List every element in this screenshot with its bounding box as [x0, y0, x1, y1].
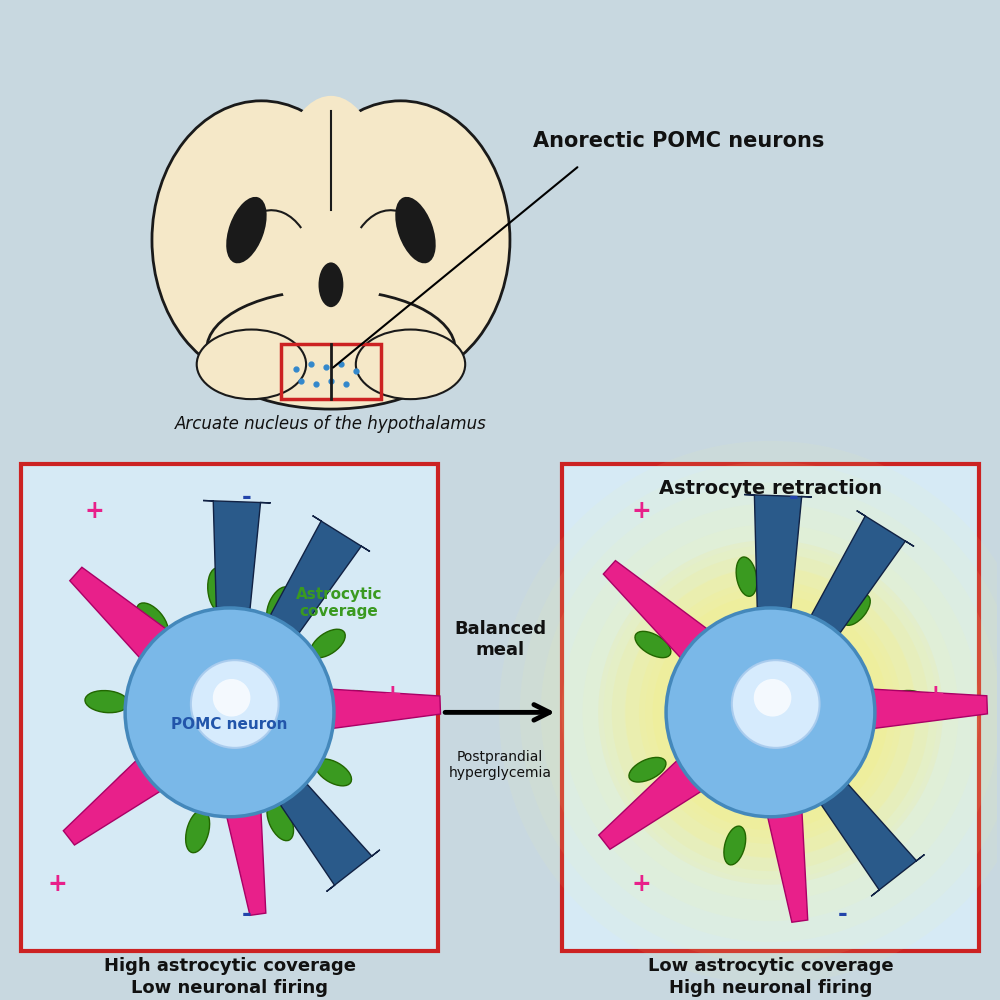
- Ellipse shape: [85, 691, 129, 713]
- Ellipse shape: [629, 757, 666, 782]
- Ellipse shape: [226, 197, 267, 263]
- Ellipse shape: [271, 96, 391, 344]
- Text: -: -: [788, 485, 798, 509]
- Text: -: -: [242, 902, 251, 926]
- Circle shape: [520, 462, 1000, 963]
- Circle shape: [652, 594, 888, 830]
- Polygon shape: [271, 516, 370, 633]
- Text: Arcuate nucleus of the hypothalamus: Arcuate nucleus of the hypothalamus: [175, 415, 487, 433]
- Ellipse shape: [724, 826, 746, 865]
- Ellipse shape: [886, 690, 926, 711]
- Text: +: +: [48, 872, 67, 896]
- Polygon shape: [765, 801, 808, 922]
- Circle shape: [499, 441, 1000, 984]
- Text: +: +: [631, 499, 651, 523]
- Circle shape: [603, 545, 938, 879]
- Circle shape: [732, 660, 820, 748]
- Text: High astrocytic coverage: High astrocytic coverage: [104, 957, 356, 975]
- Circle shape: [625, 567, 916, 858]
- Circle shape: [583, 524, 958, 900]
- Ellipse shape: [152, 101, 371, 379]
- Circle shape: [612, 554, 929, 871]
- Ellipse shape: [330, 691, 374, 713]
- Circle shape: [598, 540, 943, 885]
- Polygon shape: [321, 688, 441, 730]
- Ellipse shape: [197, 330, 306, 399]
- Circle shape: [125, 608, 334, 817]
- Ellipse shape: [137, 603, 168, 638]
- Text: Anorectic POMC neurons: Anorectic POMC neurons: [533, 131, 825, 151]
- Polygon shape: [821, 784, 924, 896]
- Ellipse shape: [208, 568, 230, 611]
- Polygon shape: [862, 688, 987, 730]
- Text: Low neuronal firing: Low neuronal firing: [131, 979, 328, 997]
- Text: Astrocytic
coverage: Astrocytic coverage: [296, 587, 382, 619]
- Text: -: -: [838, 902, 848, 926]
- Ellipse shape: [843, 799, 870, 830]
- Text: +: +: [631, 872, 651, 896]
- Ellipse shape: [356, 330, 465, 399]
- Polygon shape: [224, 801, 266, 915]
- Circle shape: [639, 581, 902, 844]
- Text: Low astrocytic coverage: Low astrocytic coverage: [648, 957, 893, 975]
- Text: +: +: [383, 683, 402, 707]
- Text: High neuronal firing: High neuronal firing: [669, 979, 872, 997]
- Ellipse shape: [316, 759, 352, 786]
- Polygon shape: [744, 495, 812, 609]
- Polygon shape: [280, 784, 380, 891]
- Polygon shape: [70, 567, 175, 666]
- Text: POMC neuron: POMC neuron: [171, 717, 288, 732]
- Ellipse shape: [319, 262, 343, 307]
- Circle shape: [754, 679, 791, 717]
- FancyBboxPatch shape: [21, 464, 438, 951]
- Ellipse shape: [291, 101, 510, 379]
- Circle shape: [213, 679, 250, 717]
- Circle shape: [541, 483, 1000, 942]
- Text: Postprandial
hyperglycemia: Postprandial hyperglycemia: [449, 750, 552, 780]
- Text: +: +: [84, 499, 104, 523]
- Polygon shape: [811, 511, 914, 633]
- Polygon shape: [63, 753, 170, 845]
- Polygon shape: [599, 753, 711, 849]
- Circle shape: [191, 660, 279, 748]
- Ellipse shape: [186, 810, 210, 853]
- Ellipse shape: [267, 587, 292, 624]
- Polygon shape: [203, 501, 271, 609]
- Circle shape: [666, 608, 875, 817]
- Ellipse shape: [113, 766, 149, 796]
- Text: Balanced
meal: Balanced meal: [454, 620, 546, 659]
- Polygon shape: [603, 561, 716, 666]
- Ellipse shape: [207, 290, 455, 409]
- Ellipse shape: [635, 631, 671, 658]
- FancyBboxPatch shape: [562, 464, 979, 951]
- Circle shape: [624, 566, 917, 859]
- Ellipse shape: [843, 595, 870, 625]
- Text: -: -: [242, 485, 251, 509]
- Circle shape: [645, 587, 896, 838]
- Ellipse shape: [736, 557, 757, 596]
- Text: +: +: [926, 683, 945, 707]
- Circle shape: [562, 504, 979, 921]
- Ellipse shape: [311, 629, 345, 658]
- Ellipse shape: [267, 802, 294, 841]
- Text: Astrocyte retraction: Astrocyte retraction: [659, 479, 882, 498]
- Ellipse shape: [395, 197, 436, 263]
